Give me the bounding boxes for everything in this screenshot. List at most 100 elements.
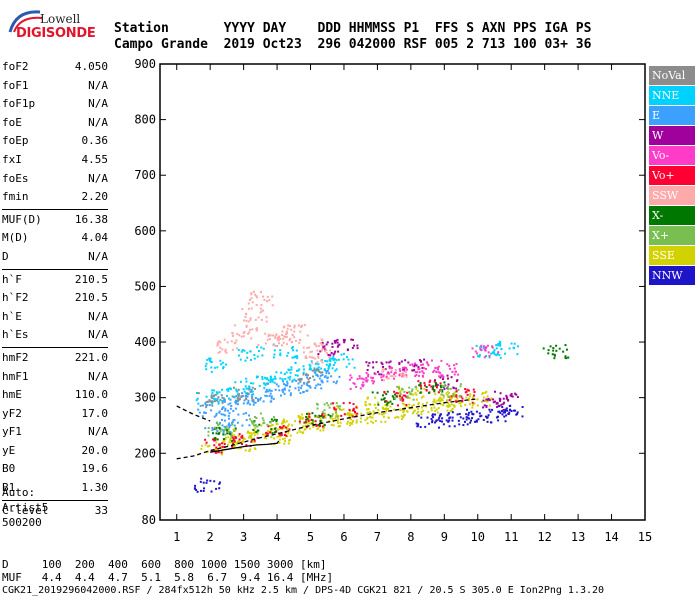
point-noval	[306, 381, 309, 384]
point-sse	[339, 425, 342, 428]
point-nnw	[470, 410, 473, 413]
point-ssw	[254, 293, 257, 296]
point-x-	[549, 345, 552, 348]
point-vo-	[283, 434, 286, 437]
point-nnw	[446, 414, 449, 417]
point-ssw	[279, 337, 282, 340]
point-noval	[305, 373, 308, 376]
point-nne	[234, 381, 237, 384]
point-e	[249, 403, 252, 406]
point-nne	[229, 388, 232, 391]
point-e	[300, 384, 303, 387]
point-vo-	[315, 424, 318, 427]
point-ssw	[287, 324, 290, 327]
point-nne	[273, 381, 276, 384]
point-x-	[394, 393, 397, 396]
point-e	[229, 398, 232, 401]
point-nne	[218, 391, 221, 394]
point-vo-	[343, 413, 346, 416]
point-vo-	[464, 388, 467, 391]
point-e	[332, 380, 335, 383]
point-e	[289, 392, 292, 395]
point-x-	[316, 415, 319, 418]
point-sse	[234, 429, 237, 432]
point-sse	[263, 436, 266, 439]
point-sse	[312, 420, 315, 423]
point-nnw	[218, 481, 221, 484]
point-sse	[335, 413, 338, 416]
point-vo-	[285, 434, 288, 437]
point-nnw	[463, 420, 466, 423]
point-vo-	[397, 404, 400, 407]
point-sse	[368, 411, 371, 414]
point-sse	[408, 403, 411, 406]
point-nne	[253, 354, 256, 357]
point-sse	[384, 420, 387, 423]
point-sse	[461, 401, 464, 404]
param-name: h`F2	[2, 291, 29, 305]
point-ssw	[394, 368, 397, 371]
point-e	[234, 399, 237, 402]
point-sse	[372, 410, 375, 413]
point-ssw	[311, 362, 314, 365]
param-separator	[2, 208, 108, 210]
point-w	[486, 398, 489, 401]
point-x-	[439, 384, 442, 387]
point-sse	[351, 421, 354, 424]
point-w	[482, 399, 485, 402]
point-sse	[287, 432, 290, 435]
point-ssw	[306, 334, 309, 337]
point-w	[346, 349, 349, 352]
point-vo-	[430, 385, 433, 388]
point-nne	[516, 353, 519, 356]
param-row: hmF1 N/A	[2, 368, 108, 387]
point-vo-	[320, 414, 323, 417]
point-sse	[432, 400, 435, 403]
point-w	[372, 361, 375, 364]
point-sse	[446, 399, 449, 402]
point-e	[305, 383, 308, 386]
point-ssw	[272, 344, 275, 347]
point-x-	[224, 427, 227, 430]
point-vo-	[373, 380, 376, 383]
param-value: 33	[94, 503, 108, 517]
point-ssw	[266, 295, 269, 298]
point-vo-	[396, 392, 399, 395]
point-nne	[258, 384, 261, 387]
point-nne	[217, 400, 220, 403]
point-nnw	[218, 487, 221, 490]
point-e	[288, 385, 291, 388]
point-sse	[229, 437, 232, 440]
point-ssw	[328, 356, 331, 359]
point-sse	[366, 417, 369, 420]
point-vo-	[434, 366, 437, 369]
point-sse	[486, 395, 489, 398]
point-e	[274, 388, 277, 391]
point-nne	[332, 364, 335, 367]
curve-trace	[210, 440, 280, 453]
point-sse	[298, 429, 301, 432]
point-x-	[459, 385, 462, 388]
point-ssw	[224, 350, 227, 353]
point-e	[228, 422, 231, 425]
point-w	[323, 345, 326, 348]
point-w	[515, 393, 518, 396]
point-nne	[332, 357, 335, 360]
point-vo-	[233, 440, 236, 443]
point-vo-	[280, 433, 283, 436]
muf-row: MUF 4.4 4.4 4.7 5.1 5.8 6.7 9.4 16.4 [MH…	[2, 571, 334, 584]
point-w	[485, 404, 488, 407]
point-sse	[366, 397, 369, 400]
point-vo-	[417, 380, 420, 383]
point-w	[368, 361, 371, 364]
point-ssw	[217, 351, 220, 354]
point-ssw	[302, 351, 305, 354]
point-nne	[504, 352, 507, 355]
point-sse	[454, 391, 457, 394]
point-vo-	[418, 367, 421, 370]
point-x-	[418, 384, 421, 387]
point-vo-	[321, 412, 324, 415]
point-vo-	[241, 443, 244, 446]
point-nne	[227, 387, 230, 390]
point-vo-	[316, 424, 319, 427]
